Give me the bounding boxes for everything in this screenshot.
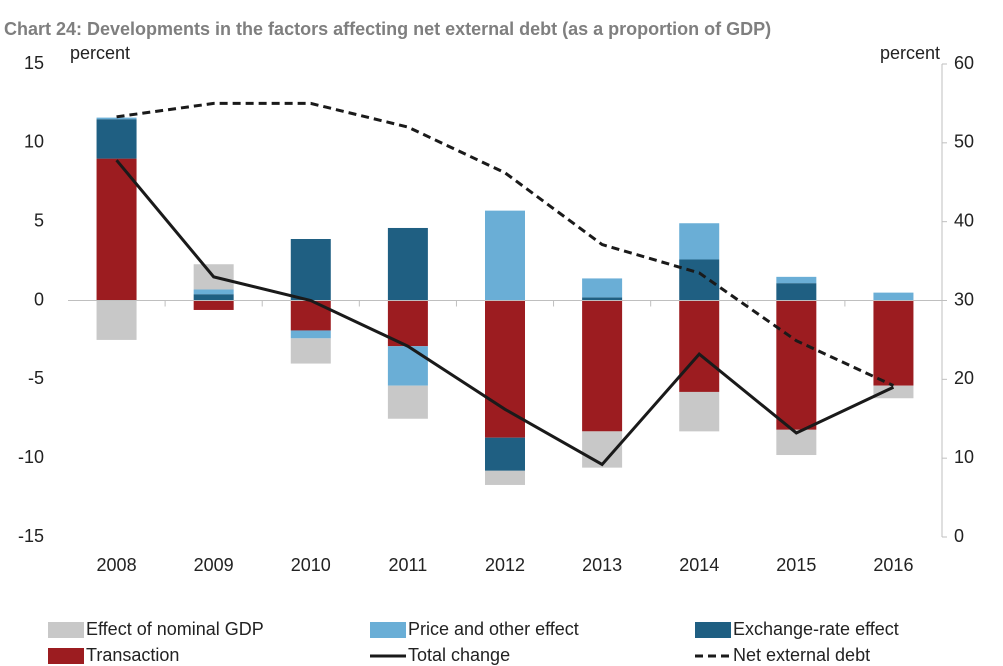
bar [193,294,234,301]
bar [290,239,331,301]
y2-tick-label: 30 [954,289,974,309]
legend-swatch [48,622,84,638]
y-tick-label: 0 [34,289,44,309]
bar [679,259,720,301]
bar [776,276,817,284]
bar [387,385,428,419]
bar [776,283,817,301]
y2-tick-label: 0 [954,526,964,546]
bar [679,300,720,392]
line [116,101,895,388]
legend-label: Total change [408,645,510,665]
bar [193,300,234,310]
legend-swatch [370,622,406,638]
y2-tick-label: 50 [954,132,974,152]
x-tick-label: 2013 [582,555,622,575]
bar [290,338,331,364]
x-tick-label: 2015 [776,555,816,575]
bar [776,300,817,430]
x-tick-label: 2012 [485,555,525,575]
bar [96,158,137,301]
bar [582,297,623,301]
bar [485,210,525,301]
y-tick-label: 15 [24,53,44,73]
bar [96,119,137,159]
bar [679,391,720,432]
x-tick-label: 2016 [873,555,913,575]
y-tick-label: -10 [18,447,44,467]
line [115,159,895,467]
legend-label: Price and other effect [408,619,579,639]
y2-tick-label: 40 [954,210,974,230]
bar [387,346,428,386]
y-tick-label: -15 [18,526,44,546]
legend-label: Exchange-rate effect [733,619,899,639]
bar [582,278,623,298]
x-tick-label: 2010 [291,555,331,575]
legend-swatch [695,622,731,638]
y2-tick-label: 60 [954,53,974,73]
x-tick-label: 2014 [679,555,719,575]
bar [485,300,525,438]
bar [485,437,525,471]
legend-label: Transaction [86,645,179,665]
y-tick-label: 10 [24,132,44,152]
bar [387,227,428,301]
legend-label: Net external debt [733,645,870,665]
y-tick-label: -5 [28,368,44,388]
bar [96,117,137,120]
y2-tick-label: 10 [954,447,974,467]
x-tick-label: 2008 [97,555,137,575]
bar [873,300,914,386]
bar [290,300,331,331]
x-tick-label: 2009 [194,555,234,575]
bar [96,300,137,340]
bar [193,289,234,295]
bar [873,292,914,301]
bar [582,300,623,432]
legend-label: Effect of nominal GDP [86,619,264,639]
bar [873,385,914,399]
x-tick-label: 2011 [389,555,428,575]
bar [290,330,331,339]
y2-tick-label: 20 [954,368,974,388]
y2-axis-label: percent [880,43,940,63]
chart-title: Chart 24: Developments in the factors af… [4,19,771,39]
legend-swatch [48,648,84,664]
bar [485,470,525,485]
bar [679,223,720,260]
y-axis-label: percent [70,43,130,63]
y-tick-label: 5 [34,210,44,230]
